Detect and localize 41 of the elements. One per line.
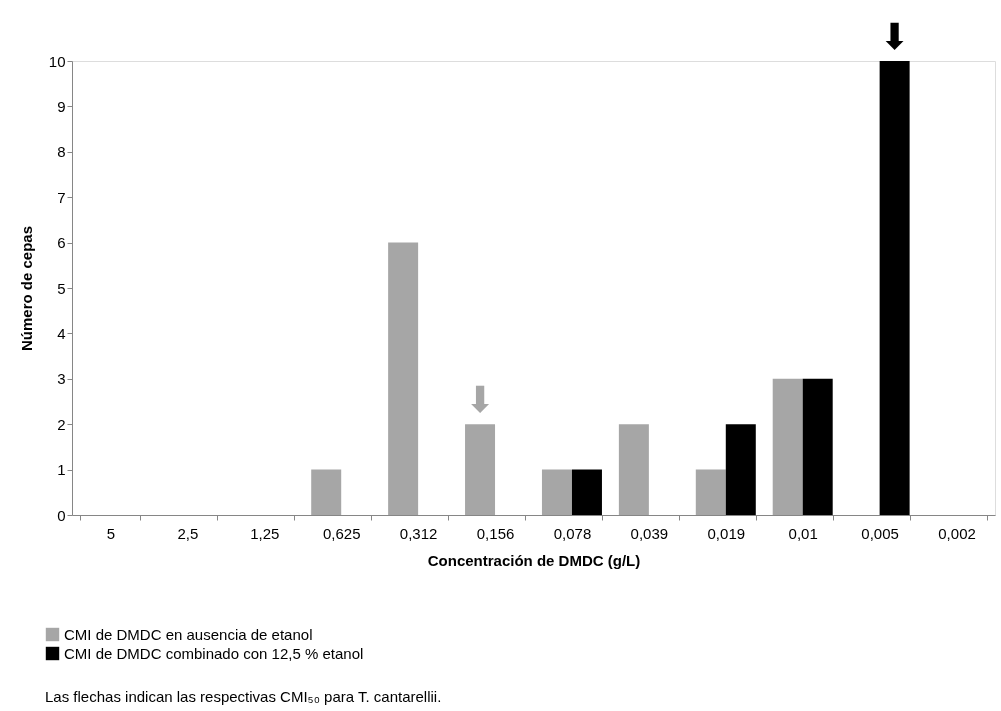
bar [618, 424, 649, 515]
x-tick-label: 0,039 [630, 524, 669, 542]
text: Las flechas indican las respectivas CMI₅₀ para T. cantarellii. [45, 688, 442, 705]
annotation: ⬇ [464, 379, 496, 421]
bar [802, 378, 833, 515]
x-tick-label: 2,5 [177, 524, 199, 542]
bar [695, 469, 726, 515]
y-tick-label: 9 [57, 97, 66, 115]
x-tick-label: 0,01 [788, 524, 818, 542]
x-tick-label: 0,078 [553, 524, 592, 542]
y-tick-label: 7 [57, 188, 66, 206]
x-tick-label: 0,019 [707, 524, 746, 542]
y-tick-label: 5 [57, 279, 66, 297]
bar [772, 378, 803, 515]
bar [725, 424, 756, 515]
y-tick-label: 10 [48, 52, 66, 70]
bar [311, 469, 342, 515]
y-axis-title: Número de cepas [17, 225, 35, 352]
y-tick-label: 8 [57, 143, 66, 161]
bar [388, 242, 419, 515]
legend-label: CMI de DMDC en ausencia de etanol [64, 625, 313, 643]
legend-label: CMI de DMDC combinado con 12,5 % etanol [64, 644, 364, 662]
annotation: ⬇ [879, 16, 910, 57]
x-tick-label: 1,25 [250, 524, 280, 542]
y-tick-label: 0 [57, 506, 66, 524]
x-tick-label: 0,002 [938, 524, 976, 542]
y-tick-label: 2 [57, 415, 66, 433]
bar [879, 61, 910, 515]
y-tick-label: 3 [57, 370, 66, 388]
x-tick-label: 0,156 [476, 524, 515, 542]
y-tick-label: 6 [57, 234, 66, 252]
y-tick-label: 4 [57, 324, 66, 342]
bar [541, 469, 572, 515]
x-axis-title: Concentración de DMDC (g/L) [427, 551, 641, 569]
x-tick-label: 5 [106, 524, 116, 542]
y-tick-label: 1 [57, 461, 66, 479]
x-tick-label: 0,005 [861, 524, 899, 542]
x-tick-label: 0,625 [322, 524, 361, 542]
bar [465, 424, 496, 515]
bar [571, 469, 602, 515]
x-tick-label: 0,312 [399, 524, 438, 542]
